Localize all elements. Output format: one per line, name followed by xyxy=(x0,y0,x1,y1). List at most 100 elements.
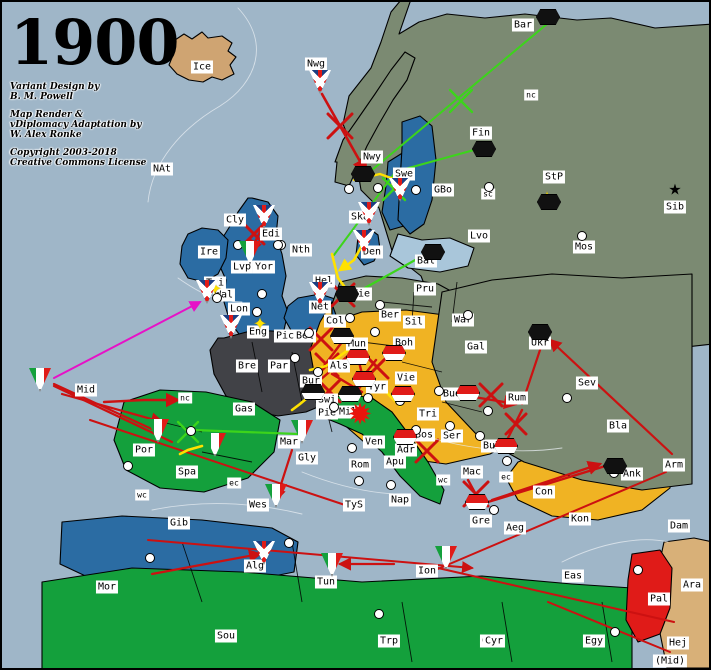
province-label-pal[interactable]: Pal xyxy=(648,593,670,605)
province-label-mid[interactable]: (Mid) xyxy=(653,655,687,667)
province-label-yor[interactable]: Yor xyxy=(253,261,275,273)
fleet-unit-edi[interactable] xyxy=(253,205,275,229)
province-label-ec2[interactable]: ec xyxy=(500,472,512,482)
fleet-unit-swe[interactable] xyxy=(389,178,411,202)
province-label-lvp[interactable]: Lvp xyxy=(231,261,253,273)
province-label-tun[interactable]: Tun xyxy=(315,576,337,588)
fleet-unit-spa[interactable] xyxy=(204,433,226,457)
province-label-nth[interactable]: Nth xyxy=(290,244,312,256)
province-label-alg[interactable]: Alg xyxy=(244,560,266,572)
province-label-cyr[interactable]: Cyr xyxy=(483,635,505,647)
province-label-edi[interactable]: Edi xyxy=(260,228,282,240)
province-label-ber[interactable]: Ber xyxy=(379,309,401,321)
army-unit-mil[interactable] xyxy=(338,386,362,402)
fleet-unit-tri[interactable] xyxy=(196,280,218,304)
province-label-spa[interactable]: Spa xyxy=(176,466,198,478)
army-unit-mun[interactable] xyxy=(346,349,370,365)
province-label-rum[interactable]: Rum xyxy=(506,392,528,404)
province-label-sib[interactable]: Sib xyxy=(664,201,686,213)
province-label-aeg[interactable]: Aeg xyxy=(504,522,526,534)
province-label-boh[interactable]: Boh xyxy=(393,337,415,349)
province-label-gas[interactable]: Gas xyxy=(233,403,255,415)
province-label-wes[interactable]: Wes xyxy=(247,499,269,511)
fleet-unit-wes[interactable] xyxy=(265,484,287,508)
province-label-hel[interactable]: Hel xyxy=(313,275,335,287)
fleet-unit-hel[interactable] xyxy=(309,282,331,306)
army-unit-vie[interactable] xyxy=(391,386,415,402)
province-label-gly[interactable]: Gly xyxy=(296,452,318,464)
army-unit-ank[interactable] xyxy=(603,458,627,474)
province-label-ser[interactable]: Ser xyxy=(441,430,463,442)
province-label-tys[interactable]: TyS xyxy=(343,499,365,511)
fleet-unit-lon[interactable] xyxy=(220,315,242,339)
fleet-unit-ion[interactable] xyxy=(435,546,457,570)
province-label-pie[interactable]: Pie xyxy=(316,407,338,419)
province-label-sou[interactable]: Sou xyxy=(215,630,237,642)
army-unit-nwy[interactable] xyxy=(351,166,375,182)
province-label-net[interactable]: Net xyxy=(309,301,331,313)
province-label-cly[interactable]: Cly xyxy=(224,214,246,226)
province-label-ara[interactable]: Ara xyxy=(681,579,703,591)
army-unit-kie[interactable] xyxy=(335,286,359,302)
province-label-tyr[interactable]: Tyr xyxy=(366,381,388,393)
province-label-bos[interactable]: Bos xyxy=(413,429,435,441)
fleet-unit-mid[interactable] xyxy=(29,368,51,392)
province-label-por[interactable]: Por xyxy=(133,444,155,456)
army-unit-col[interactable] xyxy=(330,328,354,344)
province-label-gre[interactable]: Gre xyxy=(470,515,492,527)
army-unit-bul[interactable] xyxy=(494,438,518,454)
army-unit-gre[interactable] xyxy=(465,494,489,510)
province-label-lvo[interactable]: Lvo xyxy=(468,230,490,242)
fleet-unit-por[interactable] xyxy=(147,419,169,443)
province-label-nat[interactable]: NAt xyxy=(151,163,173,175)
province-label-bul[interactable]: Bul xyxy=(481,440,503,452)
province-label-ec[interactable]: ec xyxy=(228,478,240,488)
province-label-den[interactable]: Den xyxy=(361,246,383,258)
province-label-ukr[interactable]: Ukr xyxy=(529,337,551,349)
province-label-gib[interactable]: Gib xyxy=(168,517,190,529)
fleet-unit-den[interactable] xyxy=(353,230,375,254)
province-label-sev[interactable]: Sev xyxy=(576,377,598,389)
fleet-unit-alg[interactable] xyxy=(253,541,275,565)
province-label-trp[interactable]: Trp xyxy=(378,635,400,647)
province-label-hej[interactable]: Hej xyxy=(667,637,689,649)
province-label-par[interactable]: Par xyxy=(268,360,290,372)
province-label-lon[interactable]: Lon xyxy=(228,303,250,315)
province-label-mac[interactable]: Mac xyxy=(461,466,483,478)
province-label-egy[interactable]: Egy xyxy=(583,635,605,647)
province-label-pic[interactable]: Pic xyxy=(274,330,296,342)
province-label-fin[interactable]: Fin xyxy=(470,127,492,139)
province-label-bre[interactable]: Bre xyxy=(236,360,258,372)
province-label-bal[interactable]: Bal xyxy=(415,255,437,267)
province-label-swi[interactable]: Swi xyxy=(316,394,338,406)
army-unit-boh[interactable] xyxy=(382,345,406,361)
army-unit-bur[interactable] xyxy=(301,384,325,400)
province-label-ire[interactable]: Ire xyxy=(198,246,220,258)
province-label-mun[interactable]: Mun xyxy=(346,338,368,350)
province-label-sil[interactable]: Sil xyxy=(403,316,425,328)
army-unit-bud[interactable] xyxy=(456,385,480,401)
province-label-ice[interactable]: Ice xyxy=(191,61,213,73)
province-label-wal[interactable]: Wal xyxy=(213,289,235,301)
province-label-nwg[interactable]: Nwg xyxy=(305,58,327,70)
army-unit-bar[interactable] xyxy=(536,9,560,25)
army-unit-fin[interactable] xyxy=(472,141,496,157)
province-label-mil[interactable]: Mil xyxy=(337,406,359,418)
province-label-bla[interactable]: Bla xyxy=(607,420,629,432)
fleet-unit-lvp[interactable] xyxy=(239,241,261,265)
province-label-col[interactable]: Col xyxy=(324,315,346,327)
province-label-gal[interactable]: Gal xyxy=(465,341,487,353)
army-unit-bal[interactable] xyxy=(421,244,445,260)
fleet-unit-ska[interactable] xyxy=(358,202,380,226)
army-unit-stp[interactable] xyxy=(537,194,561,210)
province-label-mid[interactable]: Mid xyxy=(75,384,97,396)
province-label-dam[interactable]: Dam xyxy=(668,520,690,532)
province-label-adr[interactable]: Adr xyxy=(395,444,417,456)
province-label-gbo[interactable]: GBo xyxy=(432,184,454,196)
province-label-kie[interactable]: Kie xyxy=(350,288,372,300)
province-label-mos[interactable]: Mos xyxy=(573,241,595,253)
province-label-nc[interactable]: nc xyxy=(525,90,537,100)
fleet-unit-mar[interactable] xyxy=(291,420,313,444)
province-label-vie[interactable]: Vie xyxy=(395,372,417,384)
